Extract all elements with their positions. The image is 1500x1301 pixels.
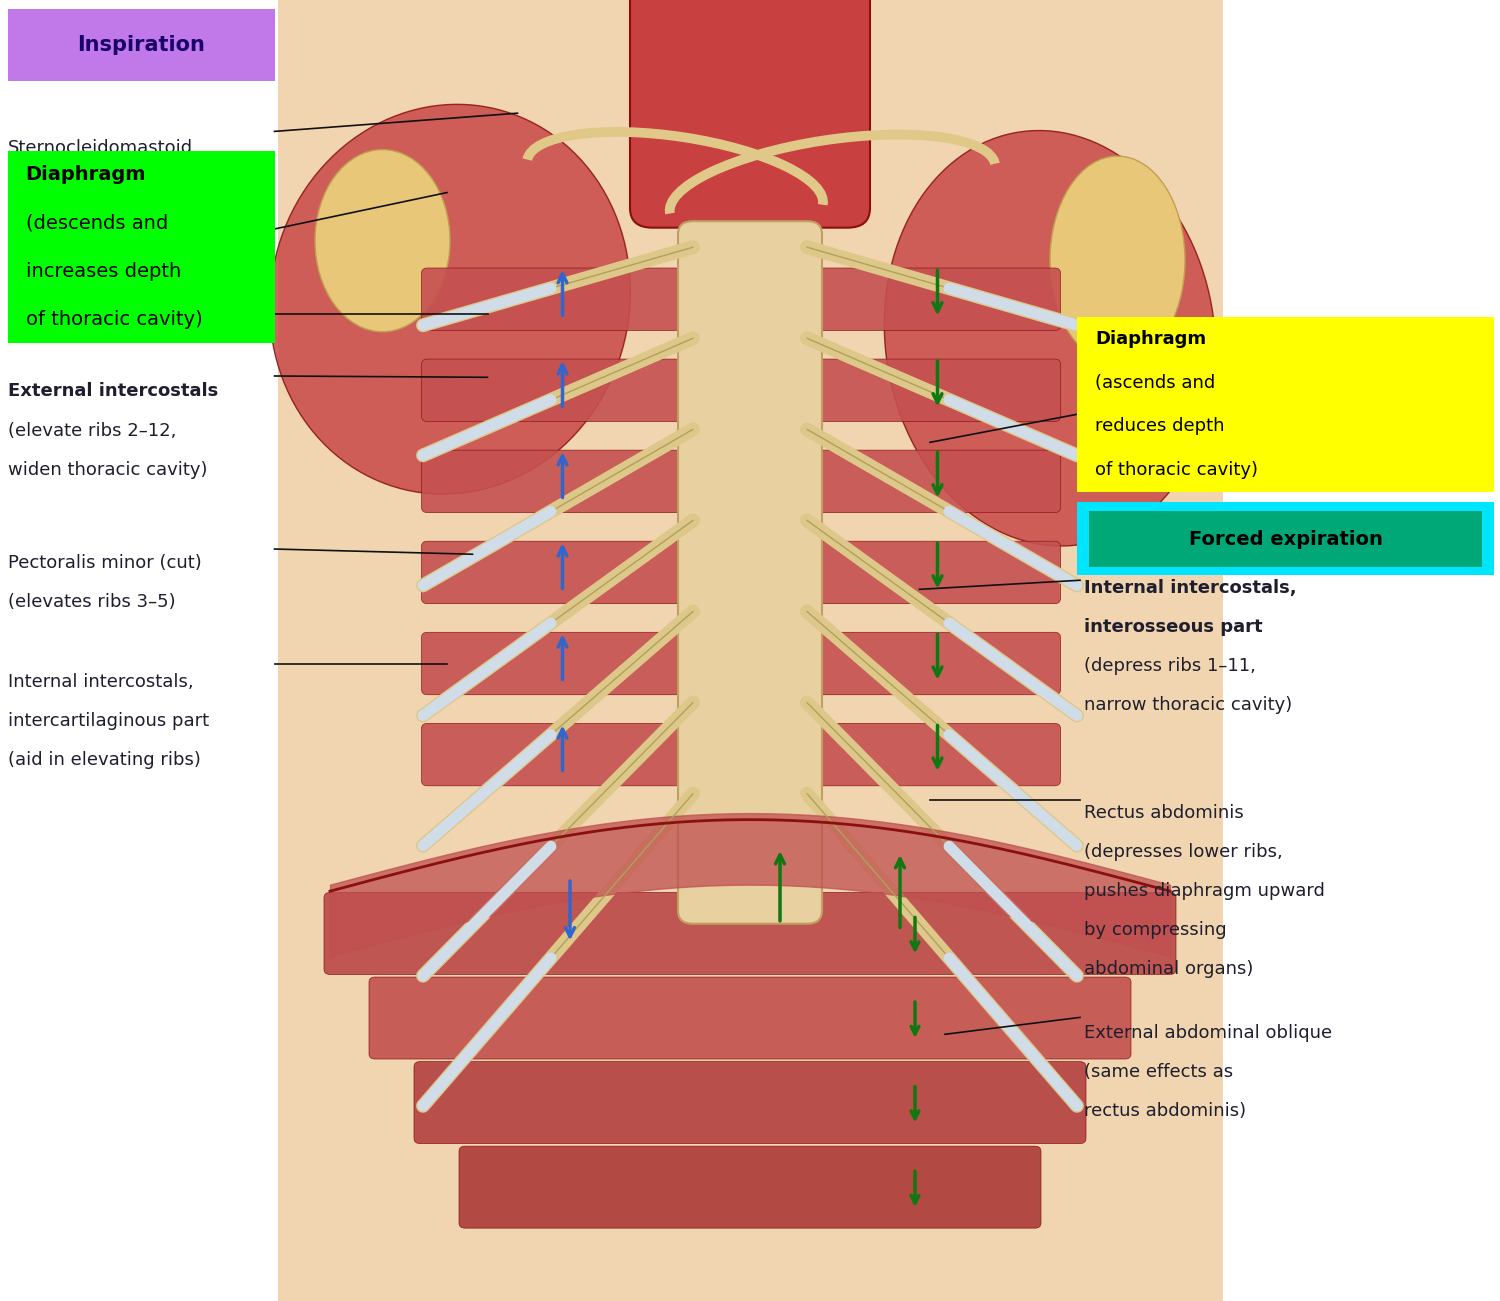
Text: interosseous part: interosseous part (1084, 618, 1263, 636)
Bar (1077, 502, 1494, 575)
Text: widen thoracic cavity): widen thoracic cavity) (8, 461, 207, 479)
FancyBboxPatch shape (816, 541, 1060, 604)
FancyBboxPatch shape (422, 541, 681, 604)
FancyBboxPatch shape (324, 892, 1176, 974)
Bar (8, 9, 274, 81)
Text: (ascends and: (ascends and (1095, 373, 1215, 392)
Text: Rectus abdominis: Rectus abdominis (1084, 804, 1245, 822)
Text: reduces depth: reduces depth (1095, 418, 1224, 436)
Text: of thoracic cavity): of thoracic cavity) (26, 310, 202, 329)
Text: (elevates ribs 3–5): (elevates ribs 3–5) (8, 593, 176, 611)
Ellipse shape (315, 150, 450, 332)
Text: Pectoralis minor (cut): Pectoralis minor (cut) (8, 554, 201, 572)
Text: (fix or elevate ribs 1–2): (fix or elevate ribs 1–2) (8, 273, 217, 291)
Ellipse shape (885, 130, 1215, 546)
Text: (depress ribs 1–11,: (depress ribs 1–11, (1084, 657, 1257, 675)
FancyBboxPatch shape (459, 1146, 1041, 1228)
Bar (278, 0, 1222, 1301)
Text: of thoracic cavity): of thoracic cavity) (1095, 461, 1258, 479)
Text: increases depth: increases depth (26, 262, 180, 281)
Text: External abdominal oblique: External abdominal oblique (1084, 1024, 1332, 1042)
FancyBboxPatch shape (816, 450, 1060, 513)
Text: Diaphragm: Diaphragm (26, 165, 146, 185)
Text: (descends and: (descends and (26, 213, 168, 233)
Text: abdominal organs): abdominal organs) (1084, 960, 1254, 978)
Ellipse shape (270, 104, 630, 494)
Text: intercartilaginous part: intercartilaginous part (8, 712, 208, 730)
Text: pushes diaphragm upward: pushes diaphragm upward (1084, 882, 1326, 900)
Text: (depresses lower ribs,: (depresses lower ribs, (1084, 843, 1282, 861)
FancyBboxPatch shape (422, 359, 681, 422)
Text: Diaphragm: Diaphragm (1095, 330, 1206, 349)
Bar (1089, 511, 1482, 567)
FancyBboxPatch shape (422, 723, 681, 786)
FancyBboxPatch shape (816, 632, 1060, 695)
Bar (1077, 317, 1494, 492)
FancyBboxPatch shape (414, 1062, 1086, 1144)
Text: Sternocleidomastoid: Sternocleidomastoid (8, 139, 192, 157)
Ellipse shape (1050, 156, 1185, 364)
FancyBboxPatch shape (422, 632, 681, 695)
FancyBboxPatch shape (369, 977, 1131, 1059)
Text: (same effects as: (same effects as (1084, 1063, 1233, 1081)
Text: narrow thoracic cavity): narrow thoracic cavity) (1084, 696, 1293, 714)
FancyBboxPatch shape (422, 268, 681, 330)
Text: External intercostals: External intercostals (8, 382, 217, 401)
FancyBboxPatch shape (630, 0, 870, 228)
Text: Internal intercostals,: Internal intercostals, (1084, 579, 1298, 597)
Text: (elevate ribs 2–12,: (elevate ribs 2–12, (8, 422, 176, 440)
Text: Internal intercostals,: Internal intercostals, (8, 673, 194, 691)
Text: (elevates sternum): (elevates sternum) (8, 178, 178, 196)
FancyBboxPatch shape (816, 359, 1060, 422)
Text: Scalenes: Scalenes (8, 234, 88, 252)
FancyBboxPatch shape (422, 450, 681, 513)
Bar (8, 151, 274, 343)
Text: Inspiration: Inspiration (76, 35, 206, 55)
Text: rectus abdominis): rectus abdominis) (1084, 1102, 1246, 1120)
FancyBboxPatch shape (816, 723, 1060, 786)
FancyBboxPatch shape (678, 221, 822, 924)
FancyBboxPatch shape (816, 268, 1060, 330)
Text: by compressing: by compressing (1084, 921, 1227, 939)
Text: Forced expiration: Forced expiration (1188, 530, 1383, 549)
Text: (aid in elevating ribs): (aid in elevating ribs) (8, 751, 201, 769)
